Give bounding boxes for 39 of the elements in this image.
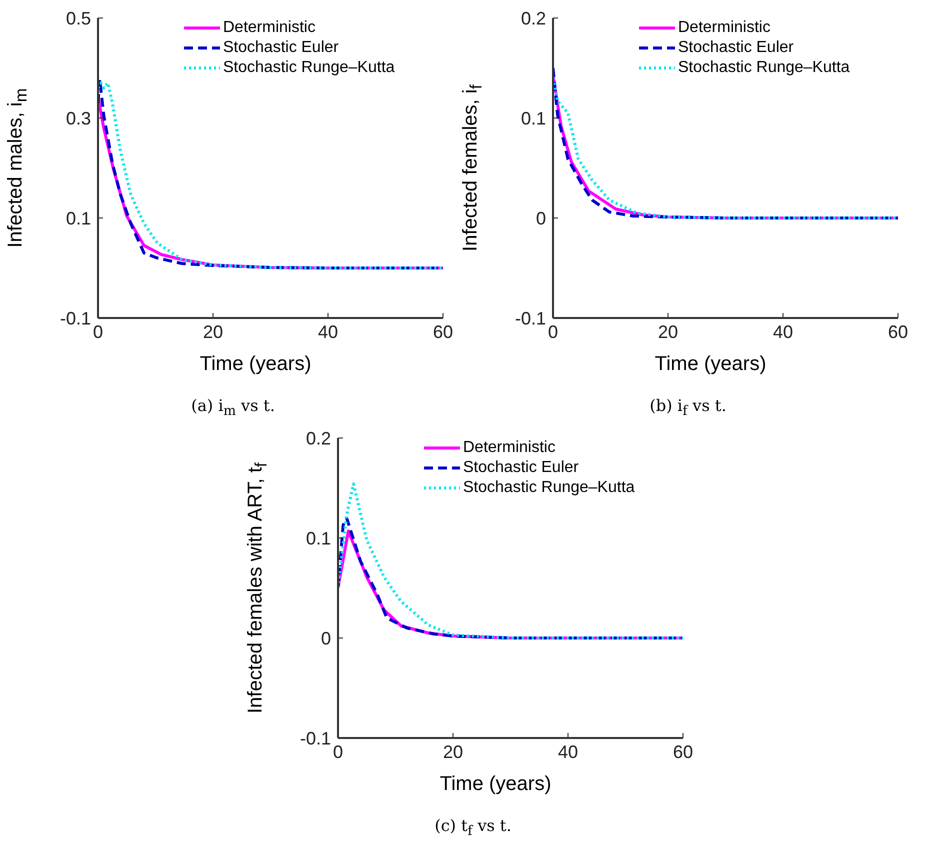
legend-label: Stochastic Runge–Kutta: [463, 479, 635, 497]
y-tick-label: 0.1: [306, 528, 331, 548]
legend-label: Stochastic Euler: [463, 459, 579, 477]
text: (b) i$_{f}$ vs t.: [648, 396, 728, 420]
y-tick-label: -0.1: [514, 308, 546, 328]
legend-label: Deterministic: [678, 19, 770, 37]
text: (c) t$_{f}$ vs t.: [434, 816, 512, 840]
y-tick-label: 0.2: [306, 428, 331, 448]
y-tick-label: 0: [536, 208, 546, 228]
x-tick-label: 20: [658, 322, 678, 342]
text: (a) i$_{m}$ vs t.: [190, 396, 276, 420]
legend-label: Stochastic Runge–Kutta: [678, 59, 850, 77]
legend-label: Stochastic Runge–Kutta: [223, 59, 395, 77]
x-tick-label: 20: [442, 742, 464, 762]
x-tick-label: 20: [202, 322, 224, 342]
y-tick-label: 0.1: [520, 108, 546, 128]
y-tick-label: 0.5: [66, 8, 91, 28]
x-axis-title: Time (years): [438, 773, 552, 796]
x-axis-title: Time (years): [198, 353, 312, 376]
y-tick-label: -0.1: [300, 728, 331, 748]
x-tick-label: 60: [432, 322, 454, 342]
y-tick-label: 0.2: [520, 8, 546, 28]
x-tick-label: 0: [332, 742, 344, 762]
x-axis-title: Time (years): [654, 353, 768, 376]
legend-label: Stochastic Euler: [678, 39, 794, 57]
legend-label: Stochastic Euler: [223, 39, 339, 57]
x-tick-label: 40: [318, 322, 338, 342]
legend-label: Deterministic: [463, 439, 556, 457]
y-tick-label: 0.1: [66, 208, 91, 228]
x-tick-label: 0: [548, 322, 558, 342]
x-tick-label: 40: [558, 742, 578, 762]
y-tick-label: 0.3: [66, 108, 91, 128]
y-tick-label: -0.1: [60, 308, 91, 328]
x-tick-label: 60: [672, 742, 694, 762]
y-tick-label: 0: [320, 628, 331, 648]
legend-label: Deterministic: [223, 19, 316, 37]
x-tick-label: 40: [772, 322, 794, 342]
x-tick-label: 60: [888, 322, 908, 342]
x-tick-label: 0: [92, 322, 104, 342]
